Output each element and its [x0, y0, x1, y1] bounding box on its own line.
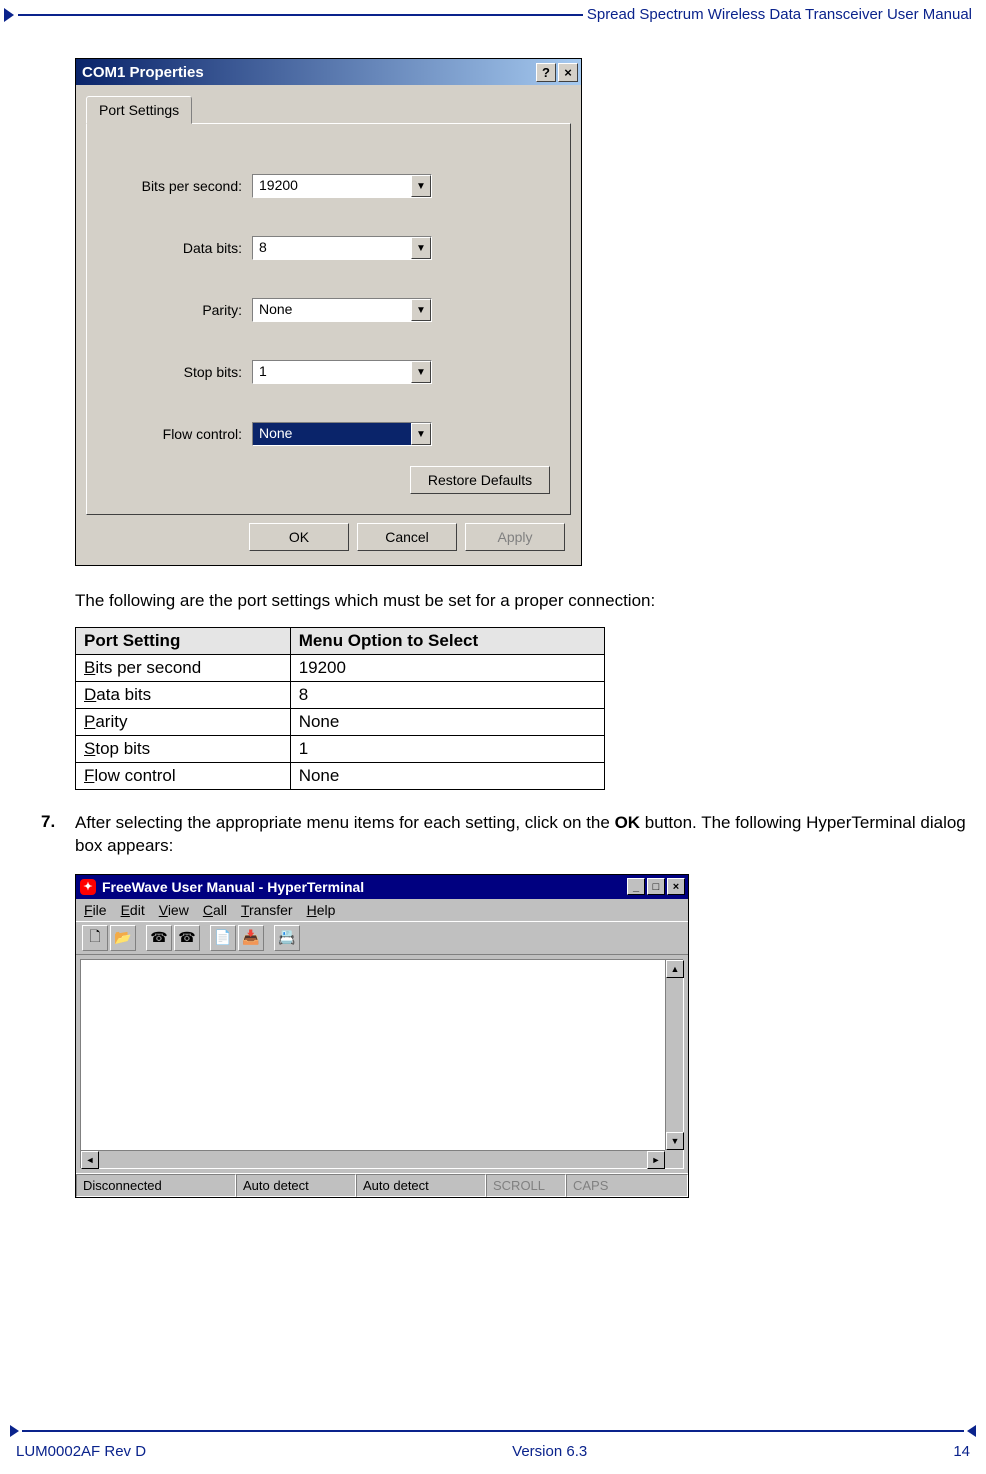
tab-strip: Port Settings: [86, 95, 571, 124]
status-caps: CAPS: [566, 1174, 688, 1197]
menu-help[interactable]: Help: [307, 902, 336, 918]
header-rule: [18, 14, 583, 16]
flow-control-value: None: [253, 423, 411, 445]
hyperterminal-title: FreeWave User Manual - HyperTerminal: [102, 879, 364, 895]
scroll-down-icon[interactable]: ▼: [666, 1132, 684, 1150]
footer-doc-id: LUM0002AF Rev D: [16, 1443, 146, 1460]
bits-per-second-label: Bits per second:: [107, 178, 242, 194]
chevron-down-icon[interactable]: ▼: [411, 175, 431, 197]
table-row: Flow control None: [76, 762, 605, 789]
com1-properties-dialog: COM1 Properties ? × Port Settings Bits p…: [75, 58, 582, 566]
footer-version: Version 6.3: [512, 1443, 587, 1460]
parity-value: None: [253, 299, 411, 321]
chevron-down-icon[interactable]: ▼: [411, 237, 431, 259]
header-title: Spread Spectrum Wireless Data Transceive…: [587, 6, 972, 23]
toolbar: 🗋 📂 ☎ ☎ 📄 📥 📇: [76, 921, 688, 955]
status-bar: Disconnected Auto detect Auto detect SCR…: [76, 1173, 688, 1197]
stop-bits-value: 1: [253, 361, 411, 383]
stop-bits-combo[interactable]: 1 ▼: [252, 360, 432, 384]
footer-rule: [22, 1430, 964, 1432]
new-icon[interactable]: 🗋: [82, 925, 108, 951]
menu-edit[interactable]: Edit: [121, 902, 145, 918]
menu-file[interactable]: File: [84, 902, 107, 918]
status-scroll: SCROLL: [486, 1174, 566, 1197]
hyperterminal-titlebar: ✦ FreeWave User Manual - HyperTerminal _…: [76, 875, 688, 899]
apply-button[interactable]: Apply: [465, 523, 565, 551]
scroll-right-icon[interactable]: ►: [647, 1151, 665, 1169]
flow-control-label: Flow control:: [107, 426, 242, 442]
ok-button[interactable]: OK: [249, 523, 349, 551]
status-detect1: Auto detect: [236, 1174, 356, 1197]
connect-icon[interactable]: ☎: [146, 925, 172, 951]
send-icon[interactable]: 📄: [210, 925, 236, 951]
dialog-title: COM1 Properties: [82, 64, 204, 81]
data-bits-label: Data bits:: [107, 240, 242, 256]
disconnect-icon[interactable]: ☎: [174, 925, 200, 951]
header-triangle-left: [4, 8, 14, 22]
close-button[interactable]: ×: [558, 63, 578, 82]
parity-combo[interactable]: None ▼: [252, 298, 432, 322]
cancel-button[interactable]: Cancel: [357, 523, 457, 551]
menu-transfer[interactable]: Transfer: [241, 902, 293, 918]
tab-port-settings[interactable]: Port Settings: [86, 96, 192, 124]
step-text: After selecting the appropriate menu ite…: [75, 812, 966, 858]
table-row: Data bits 8: [76, 681, 605, 708]
table-row: Stop bits 1: [76, 735, 605, 762]
footer-triangle-right: [967, 1425, 976, 1437]
menu-bar: File Edit View Call Transfer Help: [76, 899, 688, 921]
scroll-corner: [665, 1150, 683, 1168]
chevron-down-icon[interactable]: ▼: [411, 299, 431, 321]
table-row: Bits per second 19200: [76, 654, 605, 681]
flow-control-combo[interactable]: None ▼: [252, 422, 432, 446]
port-settings-panel: Bits per second: 19200 ▼ Data bits: 8 ▼: [86, 123, 571, 515]
hyperterminal-icon: ✦: [80, 879, 96, 895]
footer-triangle-left: [10, 1425, 19, 1437]
step-number: 7.: [41, 812, 75, 858]
table-row: Parity None: [76, 708, 605, 735]
properties-icon[interactable]: 📇: [274, 925, 300, 951]
dialog-titlebar: COM1 Properties ? ×: [76, 59, 581, 85]
data-bits-value: 8: [253, 237, 411, 259]
chevron-down-icon[interactable]: ▼: [411, 423, 431, 445]
bits-per-second-combo[interactable]: 19200 ▼: [252, 174, 432, 198]
footer-page-number: 14: [953, 1443, 970, 1460]
data-bits-combo[interactable]: 8 ▼: [252, 236, 432, 260]
status-detect2: Auto detect: [356, 1174, 486, 1197]
menu-view[interactable]: View: [159, 902, 189, 918]
menu-call[interactable]: Call: [203, 902, 227, 918]
minimize-button[interactable]: _: [627, 878, 645, 895]
restore-defaults-button[interactable]: Restore Defaults: [410, 466, 550, 494]
vertical-scrollbar[interactable]: ▲ ▼: [665, 960, 683, 1150]
table-header-option: Menu Option to Select: [290, 627, 604, 654]
terminal-area: ▲ ▼ ◄ ►: [80, 959, 684, 1169]
help-button[interactable]: ?: [536, 63, 556, 82]
scroll-left-icon[interactable]: ◄: [81, 1151, 99, 1169]
stop-bits-label: Stop bits:: [107, 364, 242, 380]
bits-per-second-value: 19200: [253, 175, 411, 197]
intro-text: The following are the port settings whic…: [75, 590, 966, 613]
maximize-button[interactable]: □: [647, 878, 665, 895]
receive-icon[interactable]: 📥: [238, 925, 264, 951]
horizontal-scrollbar[interactable]: ◄ ►: [81, 1150, 665, 1168]
close-button[interactable]: ×: [667, 878, 685, 895]
page-header: Spread Spectrum Wireless Data Transceive…: [0, 0, 986, 23]
table-header-setting: Port Setting: [76, 627, 291, 654]
chevron-down-icon[interactable]: ▼: [411, 361, 431, 383]
status-connection: Disconnected: [76, 1174, 236, 1197]
parity-label: Parity:: [107, 302, 242, 318]
open-icon[interactable]: 📂: [110, 925, 136, 951]
page-footer: LUM0002AF Rev D Version 6.3 14: [10, 1425, 976, 1460]
port-settings-table: Port Setting Menu Option to Select Bits …: [75, 627, 605, 790]
scroll-up-icon[interactable]: ▲: [666, 960, 684, 978]
hyperterminal-window: ✦ FreeWave User Manual - HyperTerminal _…: [75, 874, 689, 1198]
